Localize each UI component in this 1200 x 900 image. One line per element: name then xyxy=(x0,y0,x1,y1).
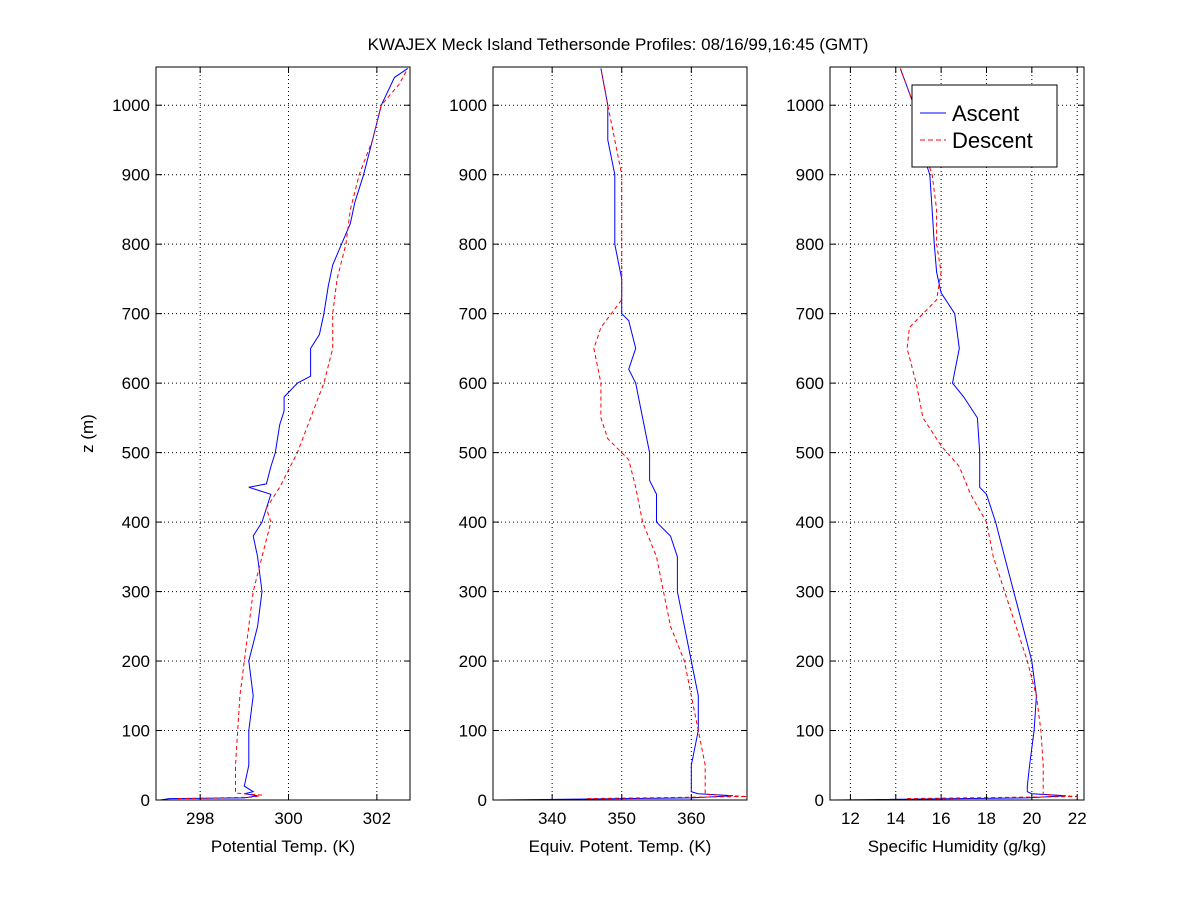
x-tick-label: 360 xyxy=(677,809,705,828)
x-tick-label: 18 xyxy=(977,809,996,828)
y-tick-label: 300 xyxy=(796,583,824,602)
y-tick-label: 700 xyxy=(122,305,150,324)
y-tick-label: 600 xyxy=(122,374,150,393)
y-tick-label: 900 xyxy=(459,166,487,185)
y-tick-label: 100 xyxy=(122,722,150,741)
y-tick-label: 300 xyxy=(459,583,487,602)
y-tick-label: 800 xyxy=(122,235,150,254)
series-line-descent xyxy=(178,68,409,800)
series-line-ascent xyxy=(160,67,409,800)
x-tick-label: 298 xyxy=(186,809,214,828)
y-tick-label: 900 xyxy=(796,166,824,185)
y-tick-label: 200 xyxy=(796,652,824,671)
y-tick-label: 200 xyxy=(122,652,150,671)
y-tick-label: 400 xyxy=(459,513,487,532)
y-tick-label: 200 xyxy=(459,652,487,671)
y-tick-label: 600 xyxy=(459,374,487,393)
axes-frame xyxy=(492,66,748,801)
x-axis-label: Potential Temp. (K) xyxy=(211,837,355,856)
y-tick-label: 500 xyxy=(796,444,824,463)
y-tick-label: 0 xyxy=(478,791,487,810)
legend-label-ascent: Ascent xyxy=(952,101,1019,126)
y-tick-label: 400 xyxy=(796,513,824,532)
x-tick-label: 20 xyxy=(1022,809,1041,828)
y-tick-label: 600 xyxy=(796,374,824,393)
y-tick-label: 700 xyxy=(796,305,824,324)
y-tick-label: 100 xyxy=(796,722,824,741)
x-tick-label: 340 xyxy=(538,809,566,828)
x-axis-label: Equiv. Potent. Temp. (K) xyxy=(529,837,712,856)
y-tick-label: 1000 xyxy=(786,96,824,115)
y-tick-label: 800 xyxy=(796,235,824,254)
y-tick-label: 1000 xyxy=(112,96,150,115)
y-tick-label: 0 xyxy=(141,791,150,810)
series-line-ascent xyxy=(834,68,1066,800)
y-tick-label: 500 xyxy=(459,444,487,463)
axes-frame xyxy=(155,66,411,801)
x-tick-label: 12 xyxy=(841,809,860,828)
legend-box xyxy=(911,84,1058,168)
series-line-descent xyxy=(586,68,747,800)
legend-label-descent: Descent xyxy=(952,128,1033,153)
series-line-ascent xyxy=(496,68,734,800)
chart-panel-2: 340 350 360 0 100 200 300 400 500 600 700 800 900 100… xyxy=(449,66,748,856)
y-axis-label: z (m) xyxy=(78,414,97,453)
x-tick-label: 302 xyxy=(363,809,391,828)
figure-title: KWAJEX Meck Island Tethersonde Profiles:… xyxy=(368,35,869,54)
x-axis-label: Specific Humidity (g/kg) xyxy=(868,837,1047,856)
y-tick-label: 100 xyxy=(459,722,487,741)
y-tick-label: 0 xyxy=(815,791,824,810)
chart-panel-1: 298 300 302 0 100 200 300 400 500 600 700 800 900 100… xyxy=(78,66,411,856)
x-tick-label: 300 xyxy=(274,809,302,828)
y-tick-label: 700 xyxy=(459,305,487,324)
x-tick-label: 14 xyxy=(886,809,905,828)
x-tick-label: 350 xyxy=(608,809,636,828)
chart-panel-3: 12 14 16 18 20 22 0 100 200 300 400 500 600 700 800 900… xyxy=(786,66,1087,856)
y-tick-label: 900 xyxy=(122,166,150,185)
series-line-descent xyxy=(899,68,1078,800)
axes-frame xyxy=(829,66,1085,801)
x-tick-label: 16 xyxy=(932,809,951,828)
y-tick-label: 300 xyxy=(122,583,150,602)
y-tick-label: 400 xyxy=(122,513,150,532)
y-tick-label: 500 xyxy=(122,444,150,463)
y-tick-label: 800 xyxy=(459,235,487,254)
y-tick-label: 1000 xyxy=(449,96,487,115)
x-tick-label: 22 xyxy=(1068,809,1087,828)
